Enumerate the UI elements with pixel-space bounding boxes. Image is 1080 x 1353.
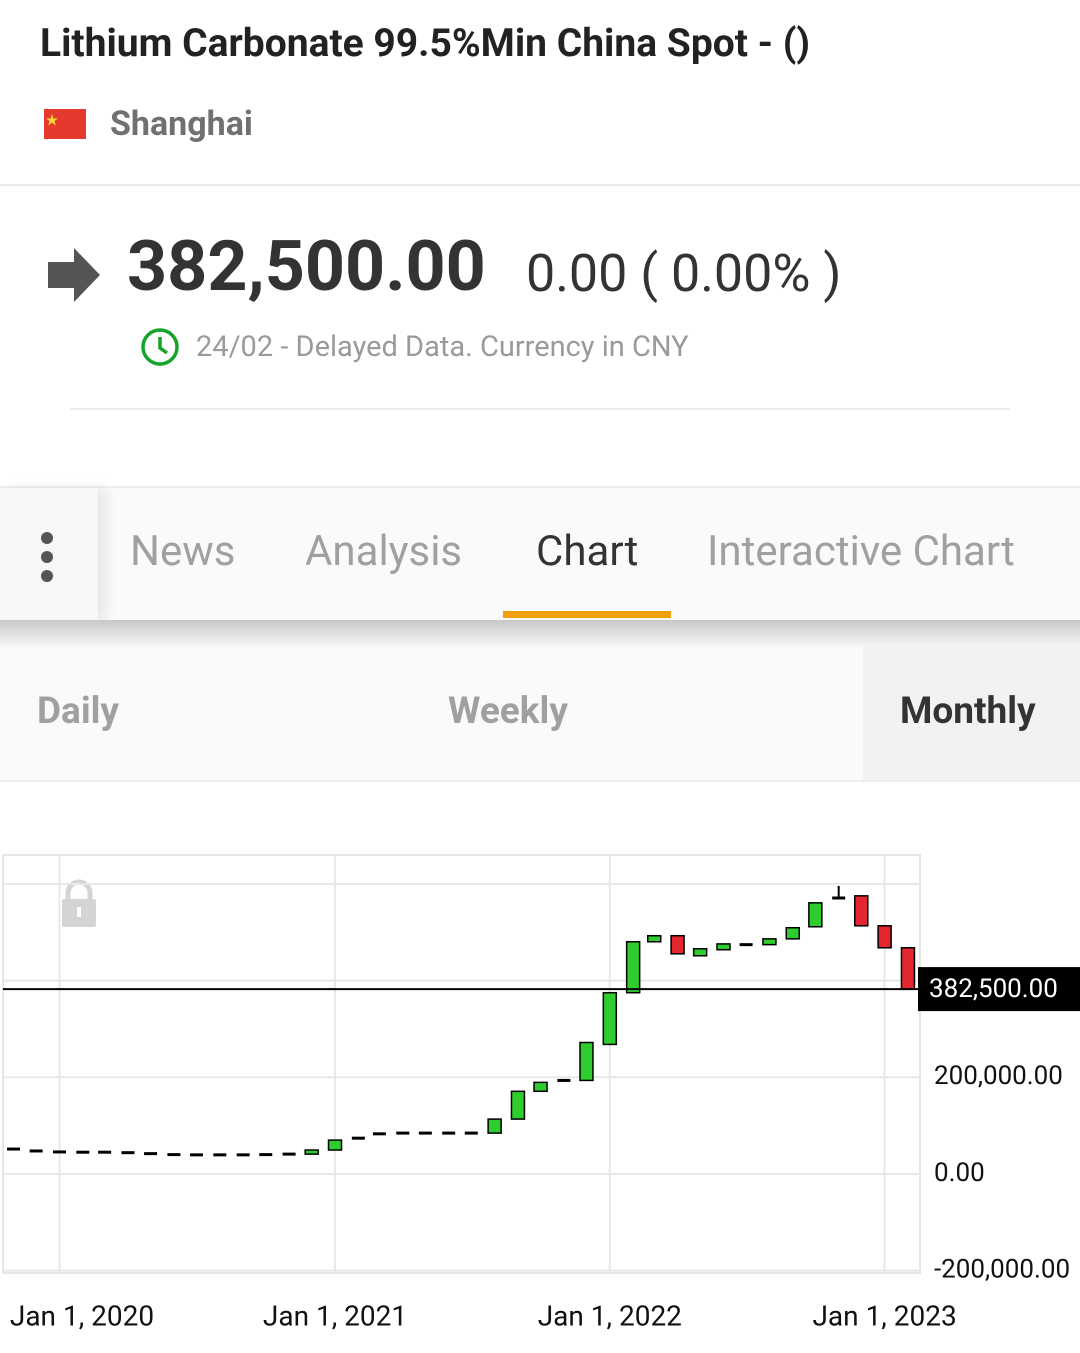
- candle-body: [557, 1078, 571, 1082]
- tab[interactable]: Analysis: [305, 527, 463, 576]
- tab-bar: [0, 486, 1080, 622]
- candle-body: [29, 1149, 43, 1153]
- divider: [0, 184, 1080, 186]
- tab[interactable]: Chart: [536, 527, 639, 576]
- candle-body: [832, 896, 846, 900]
- candle-body: [854, 895, 869, 927]
- period-tab[interactable]: Weekly: [448, 690, 568, 733]
- candle-body: [692, 947, 708, 957]
- shadow: [0, 620, 1080, 646]
- instrument-title: Lithium Carbonate 99.5%Min China Spot - …: [40, 20, 811, 66]
- candle-body: [646, 934, 662, 943]
- candle-body: [716, 943, 731, 951]
- candle-body: [282, 1152, 296, 1156]
- candle-body: [877, 925, 892, 949]
- candle-body: [762, 938, 777, 946]
- candle-body: [372, 1132, 386, 1136]
- candle-body: [739, 943, 753, 947]
- candle-body: [625, 940, 641, 994]
- candle-body: [351, 1136, 365, 1140]
- trend-arrow: [48, 248, 100, 302]
- x-tick-label: Jan 1, 2023: [812, 1299, 956, 1332]
- y-tick-label: -200,000.00: [934, 1254, 1070, 1284]
- candle-body: [189, 1153, 203, 1157]
- last-price-box: [918, 967, 1080, 1012]
- candle-body: [808, 902, 823, 928]
- flag: [44, 109, 86, 139]
- candle-body: [602, 991, 618, 1046]
- candle-body: [464, 1131, 478, 1135]
- candle-body: [213, 1153, 227, 1157]
- last-price: 382,500.00: [127, 226, 486, 308]
- period-tab[interactable]: Daily: [37, 690, 120, 733]
- candle-body: [327, 1139, 343, 1151]
- price-change: 0.00 ( 0.00% ): [526, 243, 842, 304]
- x-tick-label: Jan 1, 2021: [263, 1299, 407, 1332]
- plot-area: [2, 854, 921, 1274]
- last-price-label: 382,500.00: [929, 974, 1058, 1004]
- y-tick-label: 200,000.00: [934, 1061, 1063, 1091]
- tab[interactable]: Interactive Chart: [707, 527, 1015, 576]
- active-tab-indicator: [503, 611, 671, 618]
- candle-body: [304, 1149, 319, 1155]
- candle-body: [442, 1131, 456, 1135]
- y-tick-label: 0.00: [934, 1158, 985, 1188]
- candle-body: [144, 1152, 158, 1156]
- lock-icon: [62, 879, 96, 927]
- candle-body: [900, 947, 916, 990]
- tab[interactable]: News: [130, 527, 236, 576]
- candle-body: [98, 1150, 112, 1154]
- divider: [70, 408, 1010, 410]
- menu-dots: [41, 532, 53, 582]
- period-tab[interactable]: Monthly: [900, 690, 1036, 733]
- clock-icon: [141, 328, 179, 366]
- candle-body: [121, 1151, 135, 1155]
- candle-body: [167, 1153, 181, 1157]
- candle-body: [487, 1118, 502, 1134]
- candle-body: [670, 934, 685, 955]
- candle-body: [76, 1150, 90, 1154]
- candle-body: [579, 1041, 594, 1082]
- chart: -200,000.00 0.00 200,000.00 Jan 1, 2020 Jan …: [2, 854, 1080, 1332]
- candle-body: [785, 926, 801, 940]
- menu-button[interactable]: [0, 488, 98, 620]
- candle-body: [259, 1153, 273, 1157]
- candle-body: [396, 1131, 410, 1135]
- x-tick-label: Jan 1, 2022: [538, 1299, 682, 1332]
- exchange-name: Shanghai: [110, 104, 253, 144]
- candle-body: [7, 1147, 21, 1151]
- candle-body: [52, 1150, 66, 1154]
- active-period-bg: [863, 646, 1080, 780]
- x-tick-label: Jan 1, 2020: [10, 1299, 154, 1332]
- data-note: 24/02 - Delayed Data. Currency in CNY: [196, 330, 689, 364]
- candle-body: [418, 1131, 432, 1135]
- candle-body: [533, 1081, 548, 1093]
- candle-body: [510, 1090, 526, 1120]
- candle-body: [236, 1153, 250, 1157]
